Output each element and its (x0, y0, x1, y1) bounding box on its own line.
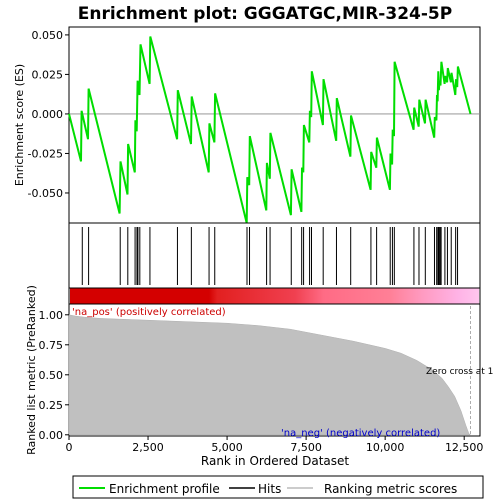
neg-correlated-label: 'na_neg' (negatively correlated) (281, 428, 440, 439)
es-panel: 0.050 0.025 0.000 -0.025 -0.050 Enrichment s… (13, 26, 481, 224)
legend-metric-label: Ranking metric scores (324, 482, 457, 496)
hits-frame (68, 222, 481, 289)
es-y-tick-label: -0.025 (28, 147, 63, 160)
es-y-tick-label: -0.050 (28, 187, 63, 200)
es-y-tick-label: 0.025 (32, 68, 64, 81)
rank-color-bar-fill (70, 288, 479, 304)
zero-cross-label: Zero cross at 1 (426, 367, 493, 377)
x-tick-label: 7,500 (290, 441, 322, 454)
ranking-metric-area (68, 314, 471, 436)
x-tick-label: 2,500 (132, 441, 164, 454)
es-y-tick-label: 0.000 (32, 108, 64, 121)
pos-correlated-label: 'na_pos' (positively correlated) (72, 307, 226, 318)
x-tick-label: 12,500 (445, 441, 484, 454)
legend-frame (72, 475, 484, 499)
metric-y-tick-label: 0.50 (39, 369, 64, 382)
metric-y-tick-label: 0.00 (39, 429, 64, 442)
chart-title: Enrichment plot: GGGATGC,MIR-324-5P (78, 4, 452, 24)
es-y-axis-label: Enrichment score (ES) (13, 64, 26, 186)
x-tick-label: 5,000 (211, 441, 243, 454)
x-tick-label: 0 (66, 441, 73, 454)
legend: Enrichment profile Hits Ranking metric s… (72, 475, 484, 499)
metric-y-tick-label: 0.75 (39, 339, 64, 352)
es-y-ticks: 0.050 0.025 0.000 -0.025 -0.050 (28, 29, 69, 200)
metric-y-axis-label: Ranked list metric (PreRanked) (25, 285, 38, 455)
metric-y-tick-label: 1.00 (39, 309, 64, 322)
x-axis-ticks: 0 2,500 5,000 7,500 10,000 12,500 (66, 436, 484, 454)
x-axis-label: Rank in Ordered Dataset (201, 454, 349, 468)
legend-profile-label: Enrichment profile (109, 482, 220, 496)
hit-markers (81, 227, 459, 285)
x-tick-label: 10,000 (366, 441, 405, 454)
metric-panel: 1.00 0.75 0.50 0.25 0.00 'na_pos' (positivel… (25, 285, 493, 455)
es-y-tick-label: 0.050 (32, 29, 64, 42)
hits-panel (68, 222, 481, 289)
metric-y-tick-label: 0.25 (39, 399, 64, 412)
metric-y-ticks: 1.00 0.75 0.50 0.25 0.00 (39, 309, 69, 442)
legend-hits-label: Hits (258, 482, 281, 496)
enrichment-profile-line (68, 36, 472, 224)
